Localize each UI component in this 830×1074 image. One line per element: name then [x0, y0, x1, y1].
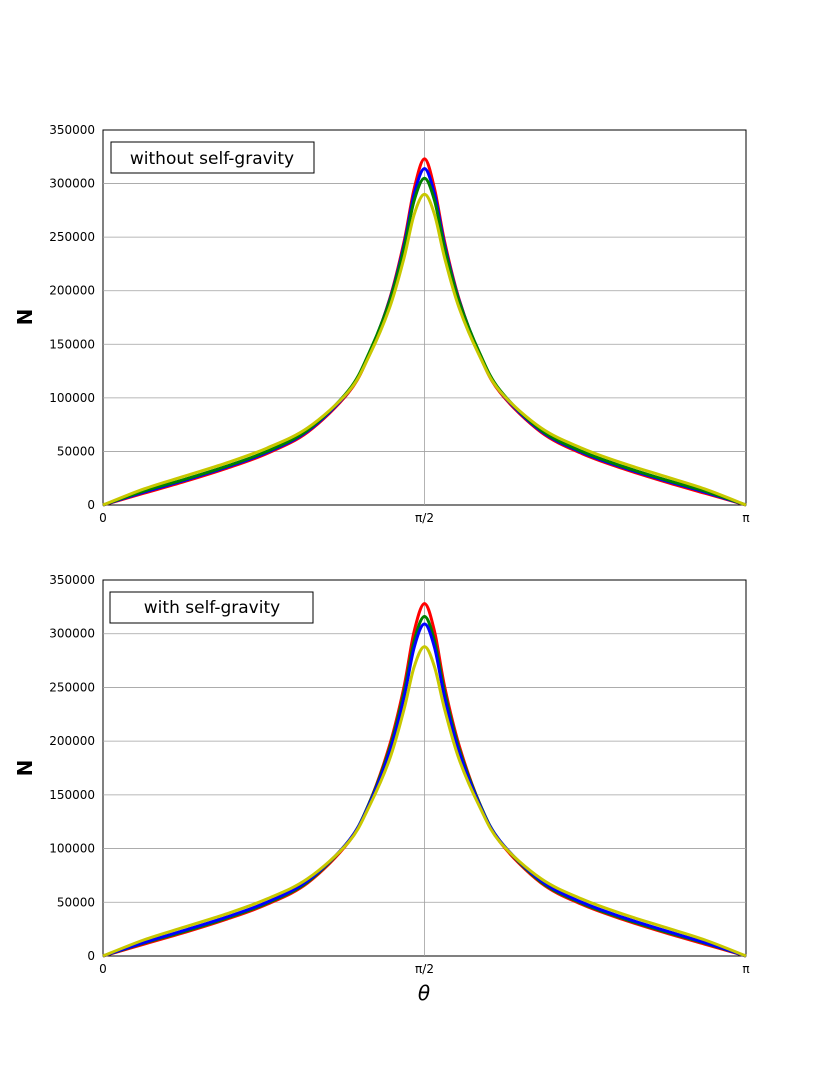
chart-bottom-y-tick-label: 200000	[49, 734, 95, 748]
chart-bottom-y-tick-label: 300000	[49, 627, 95, 641]
chart-bottom-y-ticks: 0 50000 100000 150000 200000 250000 300000 3500…	[49, 573, 95, 963]
chart-bottom-y-axis-label: N	[13, 760, 37, 777]
chart-bottom-y-tick-label: 250000	[49, 680, 95, 694]
chart-top-y-tick-label: 250000	[49, 230, 95, 244]
chart-top-x-tick-label: π	[742, 511, 749, 525]
chart-top-annotation-box	[110, 141, 315, 174]
chart-bottom-annotation-box	[109, 591, 314, 624]
chart-top-series-line-2	[102, 176, 747, 507]
chart-top-y-ticks: 0 50000 100000 150000 200000 250000 300000 3500…	[49, 123, 95, 512]
chart-bottom-y-tick-label: 350000	[49, 573, 95, 587]
chart-bottom-y-tick-label: 100000	[49, 842, 95, 856]
chart-bottom-annotation: with self-gravity	[144, 598, 280, 618]
chart-top-series-line-3	[102, 192, 747, 507]
chart-top-y-axis-label: N	[13, 309, 37, 326]
chart-top-grid	[103, 130, 746, 505]
chart-top-y-tick-label: 0	[87, 498, 95, 512]
chart-top-x-tick-label: 0	[99, 511, 107, 525]
chart-bottom-series-line-3	[102, 645, 747, 958]
chart-top-y-tick-label: 200000	[49, 284, 95, 298]
chart-top-x-ticks: 0 π/2 π	[99, 511, 749, 525]
chart-bottom-x-axis-label: θ	[418, 981, 430, 1005]
chart-bottom: 0 50000 100000 150000 200000 250000 300000 3500…	[13, 573, 750, 1005]
chart-bottom-grid	[103, 580, 746, 956]
chart-top-series	[102, 157, 747, 507]
chart-top-y-tick-label: 50000	[57, 444, 95, 458]
chart-top-annotation: without self-gravity	[130, 149, 294, 169]
chart-top-y-tick-label: 300000	[49, 177, 95, 191]
chart-top-x-tick-label: π/2	[415, 511, 434, 525]
chart-bottom-x-ticks: 0 π/2 π	[99, 962, 749, 976]
chart-top-y-tick-label: 100000	[49, 391, 95, 405]
chart-bottom-y-tick-label: 0	[87, 949, 95, 963]
chart-bottom-x-tick-label: π	[742, 962, 749, 976]
chart-top-y-tick-label: 150000	[49, 337, 95, 351]
chart-top-y-tick-label: 350000	[49, 123, 95, 137]
chart-bottom-y-tick-label: 150000	[49, 788, 95, 802]
chart-top: 0 50000 100000 150000 200000 250000 300000 3500…	[13, 123, 750, 525]
chart-bottom-x-tick-label: 0	[99, 962, 107, 976]
chart-bottom-series-line-2	[102, 622, 747, 958]
chart-bottom-y-tick-label: 50000	[57, 895, 95, 909]
chart-bottom-series	[102, 602, 747, 958]
chart-bottom-x-tick-label: π/2	[415, 962, 434, 976]
